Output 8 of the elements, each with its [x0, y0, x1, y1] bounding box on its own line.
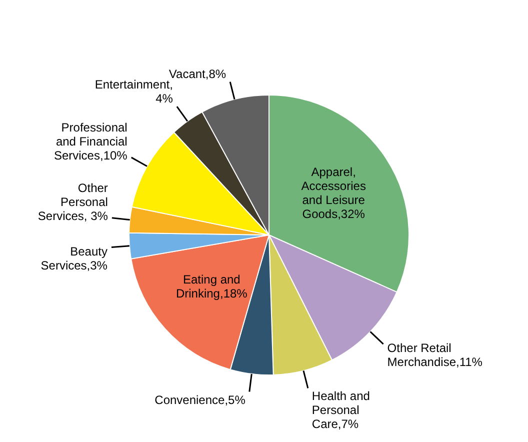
- slice-label: Convenience,5%: [154, 392, 246, 407]
- slice-label: Other Personal Services, 3%: [38, 180, 108, 223]
- slice-label: Beauty Services,3%: [40, 244, 108, 272]
- slice-label: Eating and Drinking,18%: [176, 272, 248, 300]
- slice-label: Other Retail Merchandise,11%: [387, 341, 483, 370]
- slice-label: Health and Personal Care,7%: [312, 389, 370, 432]
- slice-label: Apparel, Accessories and Leisure Goods,32%: [301, 165, 366, 222]
- slice-label: Professional and Financial Services,10%: [54, 120, 128, 162]
